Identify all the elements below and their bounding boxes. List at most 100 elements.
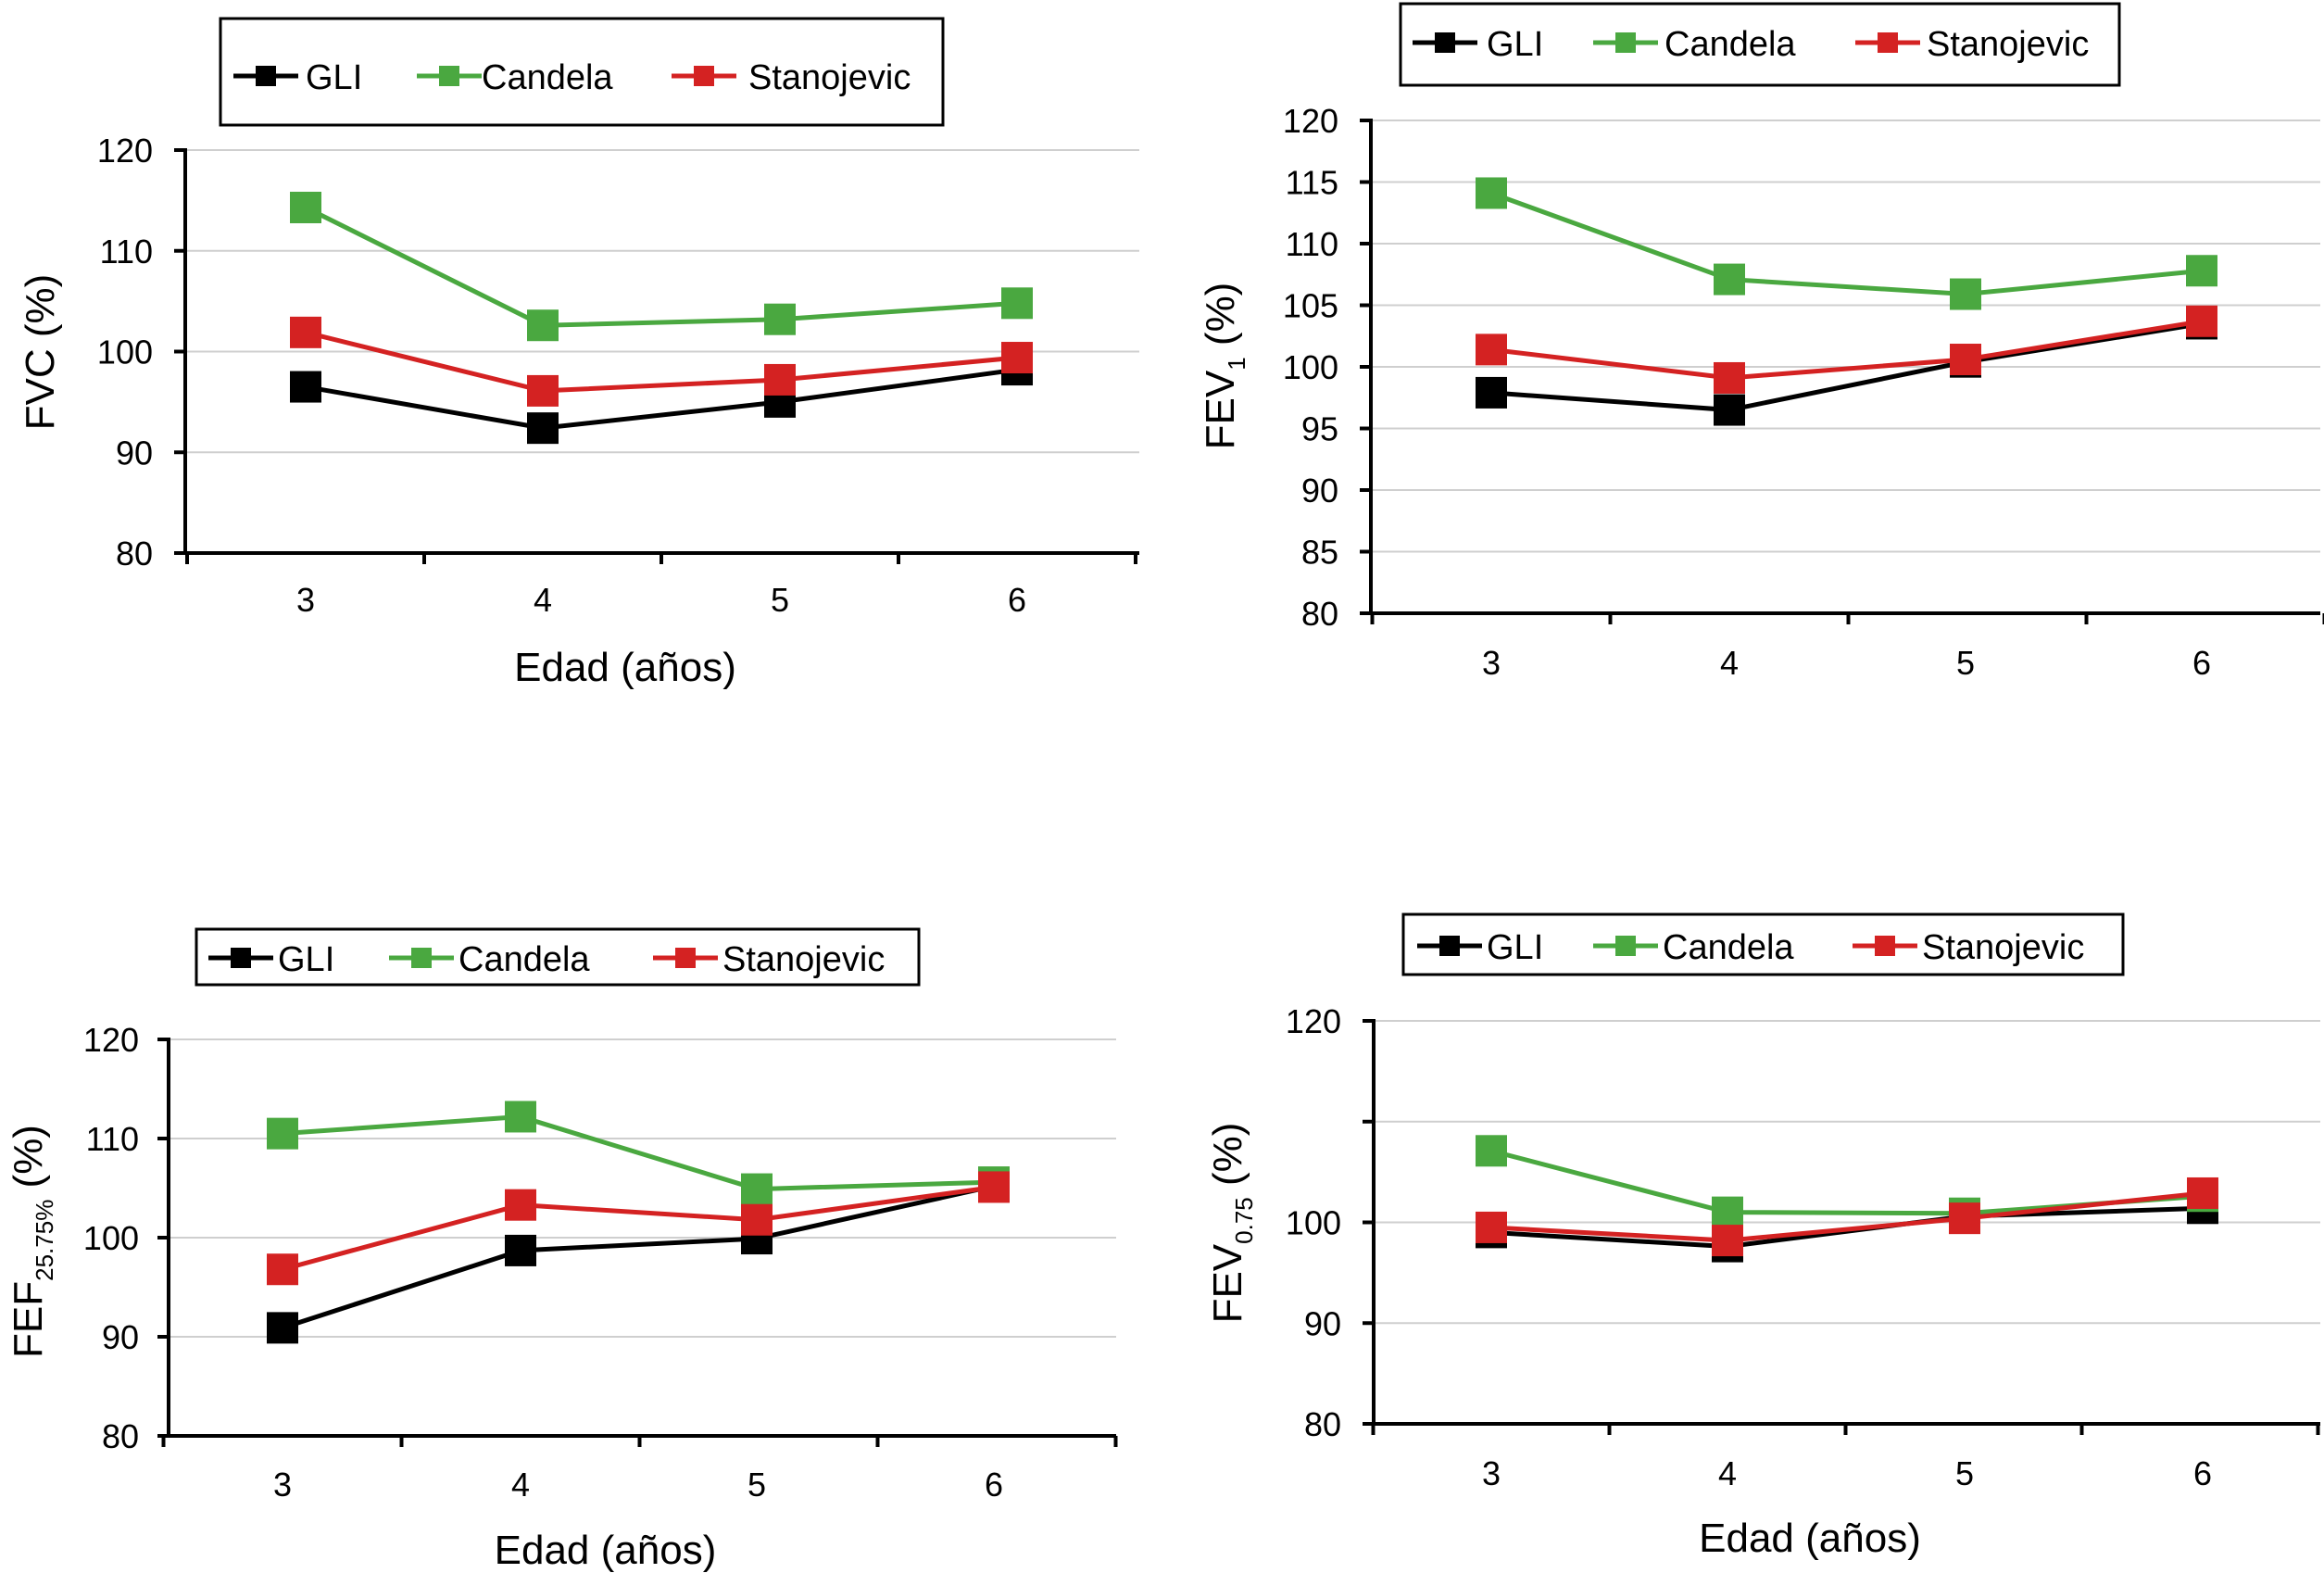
chart-fvc: 80 90 100 110 120 3 4 5 6 FVC (%) Edad (años) GLI Ca… bbox=[18, 17, 1139, 690]
y-tick-label: 110 bbox=[86, 1120, 139, 1158]
y-tick-label: 95 bbox=[1301, 410, 1338, 448]
data-point-candela bbox=[1476, 1135, 1507, 1167]
data-point-gli bbox=[290, 371, 321, 403]
legend-label-stanojevic: Stanojevic bbox=[1927, 25, 2089, 64]
series-line-candela bbox=[1490, 191, 2203, 297]
y-axis-label-subscript: 0.75 bbox=[1230, 1197, 1258, 1244]
data-point-stanojevic bbox=[1476, 1211, 1507, 1243]
y-tick-label: 100 bbox=[1286, 1204, 1341, 1242]
legend-marker-candela bbox=[1615, 32, 1636, 53]
y-axis-label-tail: (%) bbox=[6, 1125, 51, 1200]
x-tick-label: 5 bbox=[771, 581, 789, 619]
data-point-stanojevic bbox=[267, 1253, 298, 1286]
x-tick-label: 3 bbox=[273, 1466, 292, 1504]
legend-marker-gli bbox=[1439, 936, 1460, 956]
data-point-stanojevic bbox=[741, 1203, 773, 1236]
legend-box bbox=[219, 17, 945, 127]
data-point-stanojevic bbox=[764, 363, 796, 396]
chart-fev1: 80 85 90 95 100 105 110 115 120 3 4 5 6 FEV1 (%) GLI Ca… bbox=[1198, 2, 2324, 682]
legend-marker-gli bbox=[1435, 32, 1455, 53]
y-axis-label-main: FEV bbox=[1205, 1243, 1250, 1323]
x-tick-label: 5 bbox=[1955, 1454, 1974, 1492]
legend-box bbox=[1399, 2, 2121, 87]
data-point-candela bbox=[267, 1117, 298, 1150]
y-tick-label: 80 bbox=[1304, 1405, 1341, 1443]
legend-marker-gli bbox=[256, 66, 276, 86]
x-tick-label: 5 bbox=[1956, 644, 1975, 682]
y-tick-label: 80 bbox=[116, 535, 153, 573]
y-tick-label: 120 bbox=[1286, 1002, 1341, 1040]
y-tick-label: 120 bbox=[83, 1021, 139, 1059]
data-point-stanojevic bbox=[527, 374, 559, 407]
data-point-gli bbox=[1476, 376, 1507, 409]
y-tick-label: 90 bbox=[102, 1318, 139, 1356]
data-point-candela bbox=[1476, 177, 1507, 209]
data-point-gli bbox=[505, 1234, 536, 1266]
y-axis-label: FEF25.75% (%) bbox=[6, 1125, 58, 1358]
series-line-gli bbox=[1490, 321, 2203, 413]
x-axis-label: Edad (años) bbox=[1699, 1516, 1921, 1561]
data-point-stanojevic bbox=[505, 1189, 536, 1221]
y-axis-label-tail: (%) bbox=[1198, 283, 1243, 358]
y-tick-label: 85 bbox=[1301, 534, 1338, 572]
x-tick-label: 4 bbox=[534, 581, 552, 619]
legend-label-gli: GLI bbox=[278, 940, 334, 979]
y-tick-label: 80 bbox=[102, 1417, 139, 1455]
legend: GLI Candela Stanojevic bbox=[219, 17, 945, 127]
series-line-stanojevic bbox=[1490, 1190, 2204, 1243]
x-tick-label: 4 bbox=[1720, 644, 1739, 682]
y-axis-label-main: FEF bbox=[6, 1281, 51, 1358]
data-point-candela bbox=[505, 1101, 536, 1133]
data-point-candela bbox=[764, 303, 796, 335]
y-axis-label-subscript: 1 bbox=[1223, 357, 1250, 370]
series-line-candela bbox=[282, 1114, 995, 1192]
series-line-stanojevic bbox=[282, 1184, 995, 1272]
y-axis-label-main: FEV bbox=[1198, 370, 1243, 449]
x-tick-label: 3 bbox=[1482, 644, 1501, 682]
legend-label-candela: Candela bbox=[482, 58, 613, 97]
legend-label-stanojevic: Stanojevic bbox=[748, 58, 911, 97]
legend-label-candela: Candela bbox=[459, 940, 590, 979]
legend-label-stanojevic: Stanojevic bbox=[722, 940, 885, 979]
data-point-stanojevic bbox=[1949, 1202, 1980, 1235]
y-tick-label: 105 bbox=[1283, 287, 1338, 325]
data-point-stanojevic bbox=[978, 1171, 1010, 1203]
y-axis-label-main: FVC (%) bbox=[18, 274, 63, 431]
y-tick-label: 90 bbox=[1301, 472, 1338, 510]
data-point-candela bbox=[527, 309, 559, 342]
data-point-stanojevic bbox=[1001, 342, 1033, 374]
legend-box bbox=[195, 927, 921, 987]
x-tick-label: 6 bbox=[2193, 1454, 2212, 1492]
y-tick-label: 100 bbox=[83, 1219, 139, 1257]
legend-marker-stanojevic bbox=[1878, 32, 1898, 53]
legend-label-candela: Candela bbox=[1664, 25, 1796, 64]
series-line-stanojevic bbox=[1490, 319, 2203, 381]
legend-marker-stanojevic bbox=[675, 948, 696, 968]
y-axis-label: FEV0.75 (%) bbox=[1205, 1123, 1258, 1324]
y-tick-label: 110 bbox=[100, 233, 153, 271]
x-tick-label: 3 bbox=[296, 581, 315, 619]
x-tick-label: 4 bbox=[1718, 1454, 1737, 1492]
y-tick-label: 90 bbox=[1304, 1304, 1341, 1342]
data-point-stanojevic bbox=[1712, 1225, 1743, 1257]
y-tick-label: 100 bbox=[1283, 348, 1338, 386]
series-line-gli bbox=[282, 1183, 995, 1330]
legend-marker-stanojevic bbox=[1875, 936, 1895, 956]
legend: GLI Candela Stanojevic bbox=[1399, 2, 2121, 87]
y-axis-label: FVC (%) bbox=[18, 274, 63, 431]
y-tick-label: 120 bbox=[1283, 102, 1338, 140]
y-tick-label: 90 bbox=[116, 434, 153, 472]
data-point-gli bbox=[1714, 394, 1745, 426]
legend-marker-candela bbox=[1615, 936, 1636, 956]
x-tick-label: 3 bbox=[1482, 1454, 1501, 1492]
legend-label-candela: Candela bbox=[1663, 928, 1794, 967]
data-point-candela bbox=[1712, 1196, 1743, 1228]
legend-label-gli: GLI bbox=[1487, 928, 1543, 967]
data-point-candela bbox=[1950, 278, 1981, 310]
chart-fef2575: 80 90 100 110 120 3 4 5 6 FEF25.75% (%) Edad (años… bbox=[6, 927, 1118, 1573]
legend-marker-gli bbox=[231, 948, 251, 968]
data-point-stanojevic bbox=[1950, 344, 1981, 376]
x-axis-label: Edad (años) bbox=[514, 645, 736, 690]
data-point-candela bbox=[2186, 255, 2217, 287]
